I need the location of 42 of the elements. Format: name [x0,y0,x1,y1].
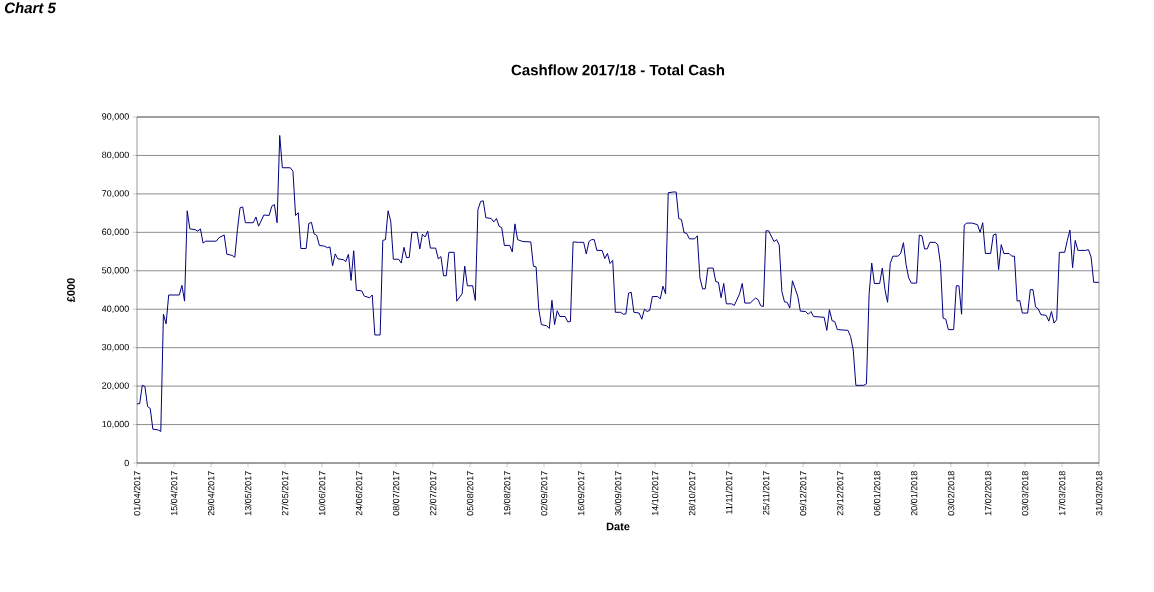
x-tick-label: 27/05/2017 [281,471,289,516]
x-tick-label: 05/08/2017 [466,471,474,516]
x-tick-label: 22/07/2017 [429,471,437,516]
x-tick-label: 20/01/2018 [910,471,918,516]
x-tick-label: 02/09/2017 [540,471,548,516]
x-tick-label: 24/06/2017 [355,471,363,516]
line-series [137,134,1100,432]
y-tick-label: 60,000 [102,228,129,237]
x-tick-label: 08/07/2017 [392,471,400,516]
x-axis-title: Date [606,522,630,531]
y-tick-label: 20,000 [102,382,129,390]
y-tick-label: 40,000 [101,305,129,313]
x-tick-label: 09/12/2017 [799,471,807,516]
y-tick-label: 30,000 [102,343,129,352]
chart-title: Cashflow 2017/18 - Total Cash [511,64,725,76]
x-tick-label: 25/11/2017 [762,471,770,515]
x-tick-label: 14/10/2017 [651,471,659,516]
y-tick-label: 50,000 [102,267,129,275]
x-tick-label: 01/04/2017 [133,471,141,516]
x-tick-label: 16/09/2017 [577,471,585,516]
y-tick-label: 80,000 [102,151,129,160]
x-tick-label: 17/03/2018 [1058,471,1066,516]
x-tick-label: 19/08/2017 [503,471,511,516]
x-tick-label: 30/09/2017 [614,471,622,516]
x-tick-label: 10/06/2017 [318,471,326,516]
x-tick-label: 13/05/2017 [244,471,252,516]
x-tick-label: 17/02/2018 [984,471,992,516]
y-tick-label: 90,000 [102,113,129,121]
caption: Chart 5 [4,2,57,14]
x-tick-label: 29/04/2017 [207,471,215,516]
y-axis-title: £000 [67,278,75,303]
y-tick-label: 10,000 [102,420,129,429]
y-tick-label: 70,000 [102,190,129,198]
x-tick-label: 15/04/2017 [170,471,178,516]
y-tick-label: 0 [124,459,129,467]
x-tick-label: 28/10/2017 [688,471,696,516]
x-tick-label: 03/03/2018 [1021,471,1029,516]
x-tick-label: 11/11/2017 [725,471,733,514]
x-tick-label: 06/01/2018 [873,471,881,516]
x-tick-label: 23/12/2017 [836,471,844,516]
x-tick-label: 31/03/2018 [1095,471,1103,516]
x-tick-label: 03/02/2018 [947,471,955,516]
